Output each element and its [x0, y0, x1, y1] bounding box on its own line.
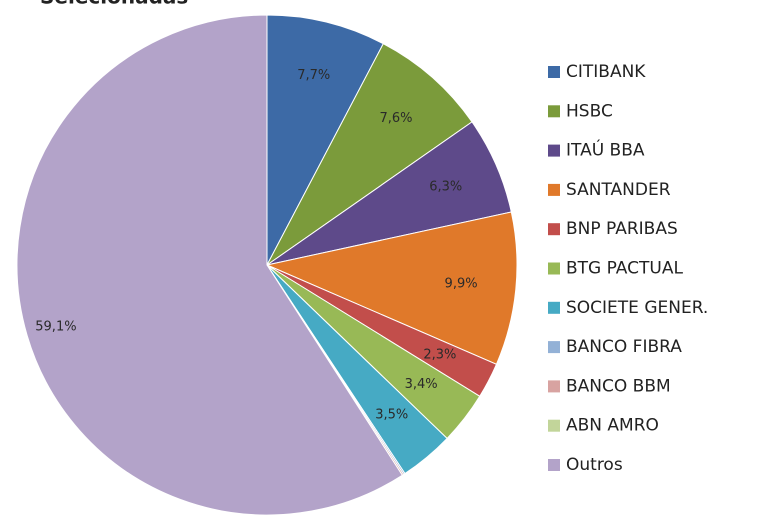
legend-swatch [548, 380, 560, 393]
pie-slice [266, 14, 384, 266]
legend-label: BTG PACTUAL [566, 259, 683, 279]
legend-label: BANCO FIBRA [566, 337, 682, 357]
legend-swatch [548, 459, 560, 471]
legend-swatch [548, 183, 560, 196]
legend-label: BANCO BBM [566, 376, 671, 396]
pie-slice [16, 14, 403, 516]
data-label: 9,9% [445, 276, 478, 291]
legend-label: CITIBANK [566, 62, 646, 82]
pie-slice [265, 211, 518, 365]
data-label: 7,6% [379, 111, 412, 126]
legend-swatch [548, 66, 560, 78]
data-label: 7,7% [297, 68, 330, 83]
legend-swatch [548, 223, 560, 236]
data-label: 6,3% [429, 179, 462, 194]
legend-swatch [548, 144, 560, 157]
legend-swatch [548, 105, 560, 118]
data-label: 3,5% [375, 407, 408, 422]
legend-label: ABN AMRO [566, 416, 659, 436]
legend-swatch [548, 301, 560, 314]
data-label: 3,4% [405, 377, 438, 392]
legend-label: ITAÚ BBA [566, 139, 645, 161]
chart-title: Selecionadas [40, 0, 188, 9]
legend-label: SANTANDER [566, 180, 671, 200]
legend-label: BNP PARIBAS [566, 219, 678, 239]
pie-slice [266, 43, 473, 266]
legend-label: HSBC [566, 101, 613, 121]
legend-swatch [548, 262, 560, 275]
data-label: 59,1% [35, 320, 76, 335]
legend-swatch [548, 341, 560, 354]
legend-swatch [548, 419, 560, 432]
legend-label: SOCIETE GENER. [566, 298, 708, 318]
data-label: 2,3% [423, 348, 456, 363]
legend-label: Outros [566, 455, 623, 475]
